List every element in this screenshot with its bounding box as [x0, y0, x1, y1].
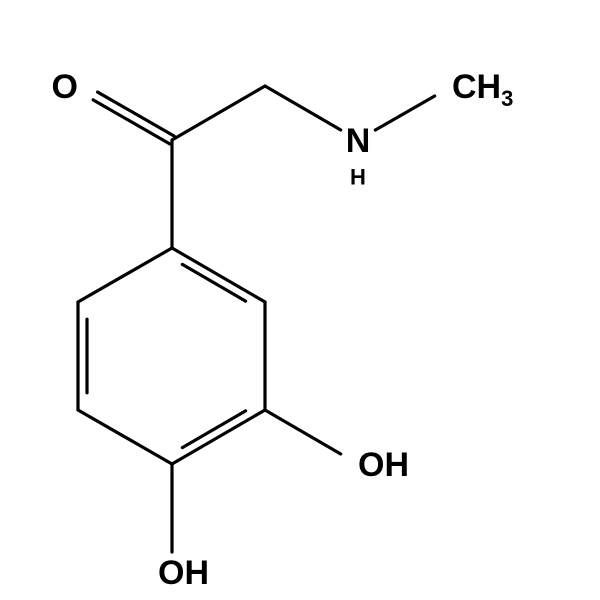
bond-line — [375, 96, 434, 130]
bond-line — [78, 248, 172, 302]
atom-label-O7: O — [52, 68, 78, 106]
atom-label-O4: OH — [158, 554, 209, 592]
atom-labels-layer: O NH CH3 OH OH — [52, 68, 514, 592]
atom-label-C10: CH3 — [452, 68, 513, 111]
atom-label-O3: OH — [358, 446, 409, 484]
atom-label-N9: NH — [346, 122, 371, 189]
bond-line — [98, 92, 175, 136]
bond-line — [93, 100, 170, 144]
bond-line — [172, 86, 265, 140]
bond-line — [172, 410, 265, 464]
molecule-diagram: O NH CH3 OH OH — [0, 0, 600, 600]
bond-line — [182, 264, 245, 301]
bond-line — [78, 410, 172, 464]
bond-line — [182, 411, 245, 448]
bond-line — [265, 410, 341, 454]
bond-line — [172, 248, 265, 302]
bond-line — [265, 86, 341, 130]
